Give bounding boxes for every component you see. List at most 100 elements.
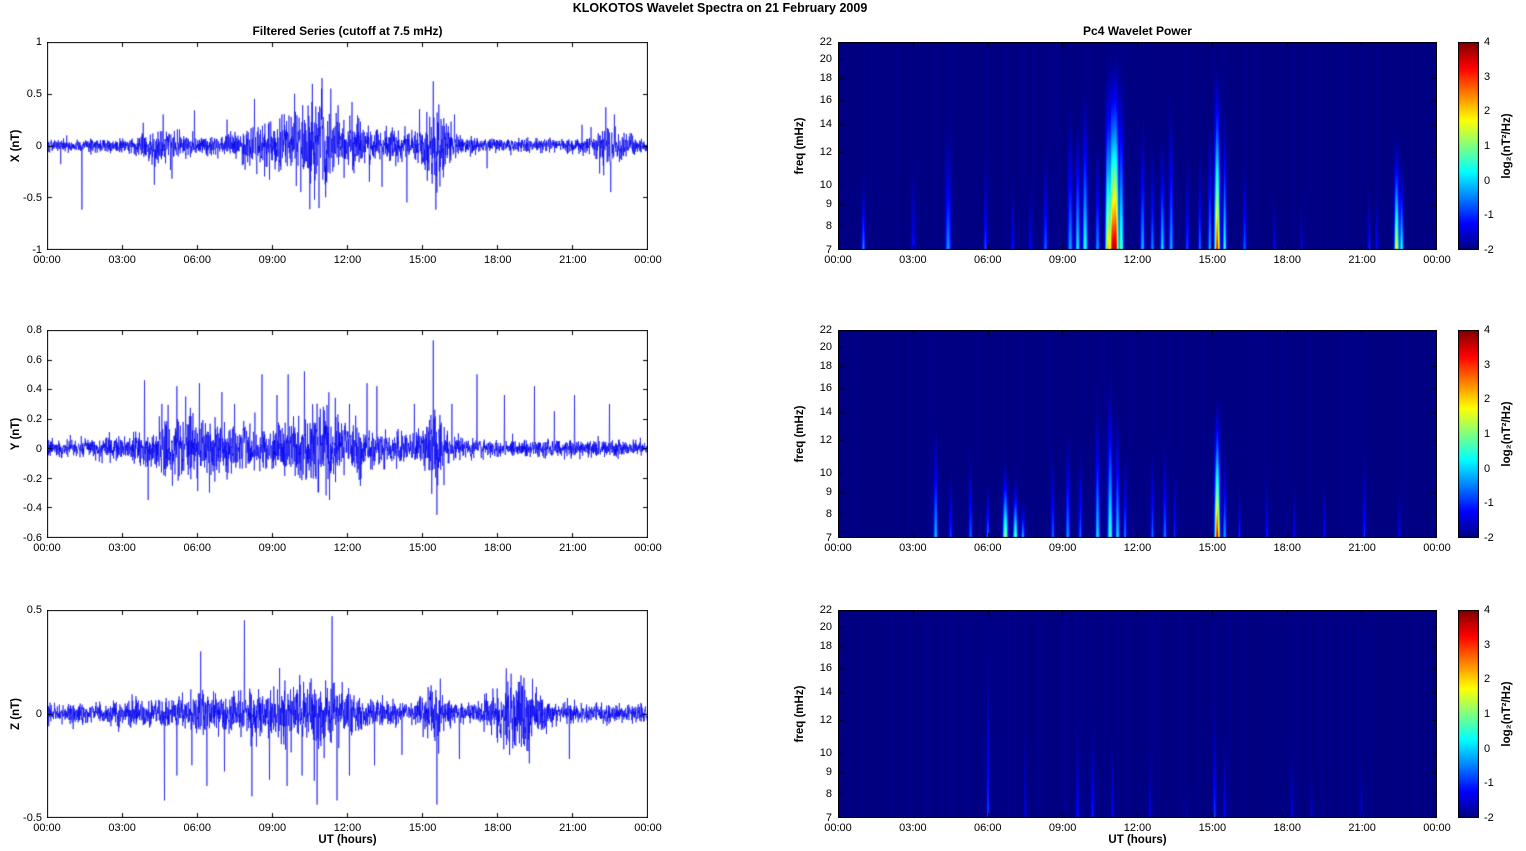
y-tick-label: 16 [819,661,832,674]
y-tick-label: 20 [819,53,832,66]
y-tick-label: 0.8 [26,324,42,336]
y-tick-label: 18 [819,360,832,373]
y-tick-label: 0 [35,140,42,152]
y-tick-label: -0.5 [23,192,42,204]
colorbar-tick-label: 3 [1484,358,1491,371]
y-tick-label: 20 [819,621,832,634]
x-tick-label: 12:00 [333,822,362,834]
x-tick-label: 03:00 [108,822,136,834]
x-tick-label: 18:00 [1273,542,1302,554]
x-tick-label: 15:00 [1198,822,1227,834]
xlabel-ut-hours-left: UT (hours) [318,834,377,846]
wavelet-power-z-canvas [838,610,1437,818]
x-tick-label: 12:00 [333,254,362,266]
xlabel-ut-hours-right: UT (hours) [1108,834,1167,846]
y-tick-label: 0.6 [26,353,42,366]
x-tick-label: 21:00 [559,822,587,834]
y-tick-label: 9 [825,198,832,211]
colorbar-tick-label: 0 [1484,462,1491,475]
colorbar-tick-label: 1 [1484,708,1491,720]
x-tick-label: 09:00 [258,542,287,554]
y-tick-label: -1 [32,244,42,256]
x-tick-label: 03:00 [899,822,927,834]
colorbar-canvas [1458,42,1479,250]
y-tick-label: 20 [819,341,832,354]
y-tick-label: 18 [819,72,832,85]
x-tick-label: 00:00 [1423,822,1451,834]
y-tick-label: 7 [825,244,832,256]
x-tick-label: 15:00 [408,822,437,834]
colorbar-tick-label: 2 [1484,673,1491,686]
x-tick-label: 09:00 [1048,254,1077,266]
filtered-series-z-canvas [47,610,648,818]
colorbar-tick-label: 1 [1484,428,1491,440]
y-tick-label: 12 [819,714,832,727]
y-tick-label: 0.5 [26,88,42,100]
x-tick-label: 03:00 [108,542,136,554]
x-tick-label: 21:00 [559,254,587,266]
y-tick-label: 14 [819,686,832,699]
y-tick-label: 8 [825,507,832,520]
colorbar-tick-label: -2 [1484,812,1494,824]
y-tick-label: -0.4 [23,502,42,515]
y-tick-label: 14 [819,118,832,131]
y-tick-label: 0 [35,442,42,455]
y-tick-label: 8 [825,787,832,800]
x-tick-label: 06:00 [973,822,1002,834]
x-tick-label: 06:00 [183,822,212,834]
x-tick-label: 15:00 [1198,542,1227,554]
y-tick-label: 0.2 [26,413,42,426]
panel-wavelet-power-y [838,330,1437,538]
colorbar-tick-label: 4 [1484,324,1491,336]
x-tick-label: 00:00 [824,542,852,554]
x-tick-label: 21:00 [1348,542,1376,554]
x-tick-label: 06:00 [973,254,1002,266]
y-tick-label: 9 [825,486,832,499]
x-tick-label: 00:00 [33,822,61,834]
colorbar-canvas [1458,330,1479,538]
x-tick-label: 12:00 [1123,822,1152,834]
x-tick-label: 15:00 [1198,254,1227,266]
figure-title: KLOKOTOS Wavelet Spectra on 21 February … [572,1,868,15]
ylabel-freq-x: freq (mHz) [794,117,806,175]
colorbar-tick-label: 3 [1484,638,1491,651]
x-tick-label: 18:00 [483,254,512,266]
y-tick-label: 22 [819,604,832,616]
x-tick-label: 00:00 [1423,542,1451,554]
x-tick-label: 18:00 [483,822,512,834]
colorbar-tick-label: 0 [1484,742,1491,755]
x-tick-label: 15:00 [408,254,437,266]
x-tick-label: 00:00 [634,542,662,554]
colorbar-tick-label: 4 [1484,36,1491,48]
y-tick-label: 0.4 [26,383,42,396]
x-tick-label: 00:00 [634,254,662,266]
y-tick-label: 0.5 [26,604,42,616]
x-tick-label: 09:00 [1048,542,1077,554]
x-tick-label: 18:00 [1273,822,1302,834]
left-column-title: Filtered Series (cutoff at 7.5 mHz) [252,24,443,38]
y-tick-label: 22 [819,36,832,48]
panel-wavelet-power-z [838,610,1437,818]
y-tick-label: 9 [825,766,832,779]
x-tick-label: 09:00 [1048,822,1077,834]
y-tick-label: -0.2 [23,472,42,485]
colorbar-tick-label: -1 [1484,777,1494,790]
x-tick-label: 03:00 [899,542,927,554]
panel-filtered-series-x [47,42,648,250]
x-tick-label: 18:00 [483,542,512,554]
x-tick-label: 00:00 [33,254,61,266]
colorbar-z [1458,610,1479,818]
y-tick-label: 12 [819,434,832,447]
colorbar-canvas [1458,610,1479,818]
x-tick-label: 12:00 [1123,254,1152,266]
ylabel-freq-y: freq (mHz) [794,405,806,463]
x-tick-label: 09:00 [258,254,287,266]
x-tick-label: 09:00 [258,822,287,834]
y-tick-label: 7 [825,812,832,824]
y-tick-label: 8 [825,219,832,232]
right-column-title: Pc4 Wavelet Power [1083,24,1192,38]
y-tick-label: 22 [819,324,832,336]
colorbar-tick-label: 2 [1484,393,1491,406]
x-tick-label: 15:00 [408,542,437,554]
